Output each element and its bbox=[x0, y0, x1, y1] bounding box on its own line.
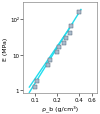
Point bbox=[49, 60, 51, 61]
Point bbox=[34, 86, 35, 88]
Point bbox=[70, 26, 72, 28]
Point bbox=[48, 65, 49, 67]
Point bbox=[64, 42, 65, 44]
Y-axis label: E (MPa): E (MPa) bbox=[4, 37, 8, 60]
Point bbox=[69, 32, 71, 34]
Point bbox=[78, 12, 80, 14]
X-axis label: ρ_b (g/cm³): ρ_b (g/cm³) bbox=[42, 104, 78, 111]
Point bbox=[57, 51, 58, 53]
Point bbox=[58, 47, 60, 49]
Point bbox=[36, 80, 38, 82]
Point bbox=[65, 38, 66, 39]
